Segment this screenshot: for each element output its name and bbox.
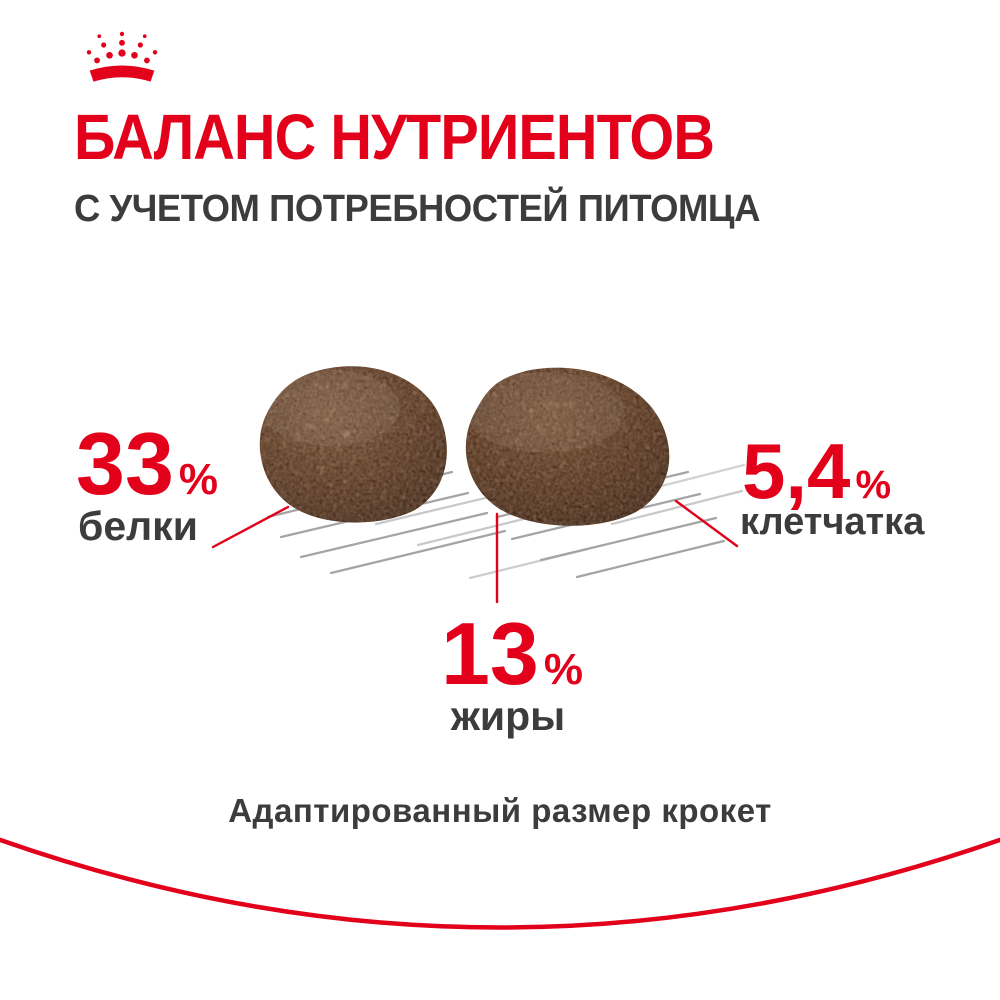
fiber-label: клетчатка: [740, 501, 925, 543]
fat-percent-sign: %: [543, 645, 584, 694]
kibble-right: [465, 367, 670, 526]
protein-percentage: 33 %: [76, 420, 218, 508]
royal-canin-crown-icon: [86, 31, 158, 82]
page-title: БАЛАНС НУТРИЕНТОВ: [74, 101, 715, 173]
fiber-percent-sign: %: [855, 463, 892, 507]
protein-percent-sign: %: [178, 455, 219, 504]
page-subtitle: С УЧЕТОМ ПОТРЕБНОСТЕЙ ПИТОМЦА: [74, 188, 760, 230]
fiber-value: 5,4: [742, 427, 851, 515]
fat-value: 13: [440, 604, 539, 703]
fat-label: жиры: [450, 693, 566, 739]
fiber-callout-line: [674, 499, 739, 548]
protein-value: 33: [76, 414, 174, 513]
callout-lines: [211, 499, 739, 604]
fiber-percentage: 5,4 %: [742, 432, 891, 510]
crown-dots: [86, 31, 158, 82]
footer-caption: Адаптированный размер крокет: [228, 792, 772, 829]
protein-callout-line: [211, 505, 290, 549]
kibble-illustration: [211, 366, 746, 604]
kibble-left: [259, 366, 447, 523]
protein-label: белки: [78, 503, 198, 549]
fat-percentage: 13 %: [441, 610, 583, 698]
